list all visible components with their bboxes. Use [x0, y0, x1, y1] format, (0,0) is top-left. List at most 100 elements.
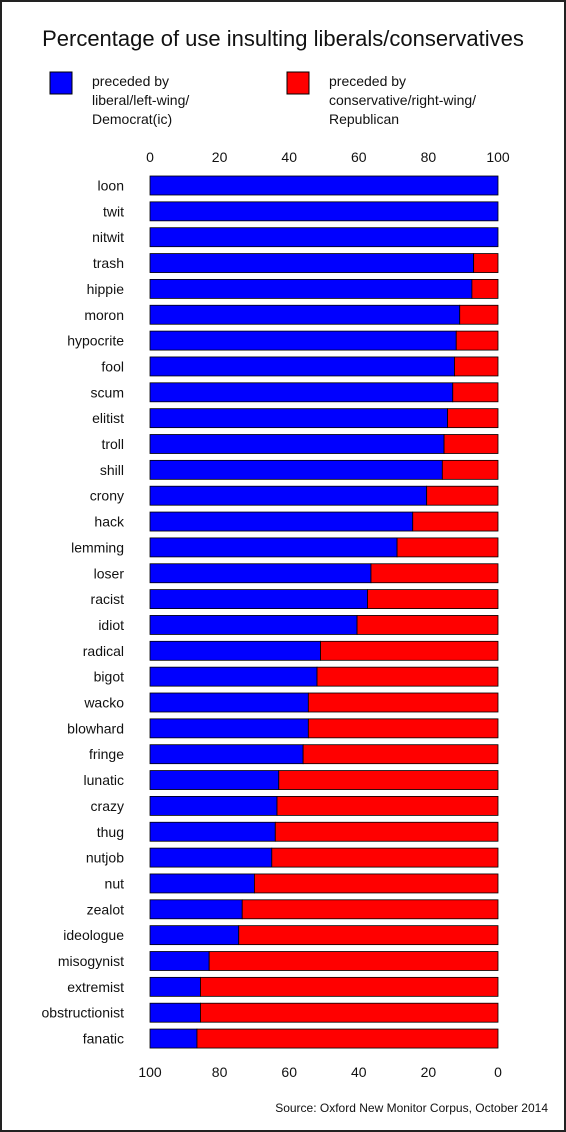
- legend-liberal-line-2: liberal/left-wing/: [92, 92, 189, 108]
- bar-liberal: [149, 227, 499, 248]
- bar-conservative: [316, 666, 499, 687]
- legend-conservative-line-3: Republican: [329, 111, 399, 127]
- bottom-tick-label: 40: [351, 1064, 367, 1080]
- bar-liberal: [149, 1028, 198, 1049]
- bar-liberal: [149, 821, 276, 842]
- category-label: loon: [98, 178, 124, 194]
- bar-conservative: [459, 304, 499, 325]
- category-label: obstructionist: [42, 1005, 125, 1021]
- bar-liberal: [149, 899, 243, 920]
- bottom-tick-label: 20: [421, 1064, 437, 1080]
- bar-liberal: [149, 356, 455, 377]
- bar-liberal: [149, 175, 499, 196]
- category-label: lemming: [71, 539, 124, 555]
- category-label: bigot: [94, 669, 124, 685]
- bar-conservative: [208, 951, 499, 971]
- bar-conservative: [441, 459, 499, 480]
- category-label: fringe: [89, 746, 124, 762]
- bar-conservative: [356, 615, 499, 635]
- bar-liberal: [149, 511, 414, 532]
- category-label: idiot: [98, 617, 124, 633]
- bar-conservative: [200, 1002, 499, 1023]
- bar-liberal: [149, 847, 273, 868]
- category-label: nitwit: [92, 229, 124, 245]
- top-tick-label: 80: [421, 149, 437, 165]
- bar-conservative: [455, 330, 499, 351]
- bar-conservative: [426, 485, 499, 506]
- category-labels: loon twit nitwit trash hippie moron hypocrite f…: [42, 178, 125, 1047]
- bar-conservative: [238, 925, 499, 946]
- legend-liberal-line-1: preceded by: [92, 73, 169, 89]
- bar-conservative: [307, 718, 499, 739]
- bar-conservative: [271, 847, 499, 868]
- bar-liberal: [149, 253, 475, 273]
- category-label: hypocrite: [67, 333, 124, 349]
- chart-title: Percentage of use insulting liberals/con…: [42, 26, 524, 51]
- bar-liberal: [149, 537, 398, 558]
- bar-conservative: [412, 511, 499, 532]
- category-label: elitist: [92, 410, 124, 426]
- bar-conservative: [200, 976, 499, 997]
- bar-liberal: [149, 434, 445, 454]
- bottom-tick-label: 60: [281, 1064, 297, 1080]
- bar-liberal: [149, 770, 280, 790]
- bar-liberal: [149, 201, 499, 222]
- top-axis: 0 20 40 60 80 100: [146, 149, 510, 165]
- bar-liberal: [149, 640, 321, 661]
- top-tick-label: 20: [212, 149, 228, 165]
- category-label: troll: [101, 436, 124, 452]
- category-label: zealot: [87, 901, 124, 917]
- category-label: hippie: [87, 281, 125, 297]
- bar-liberal: [149, 408, 448, 429]
- legend-swatch-conservative: [286, 71, 310, 95]
- bar-liberal: [149, 692, 309, 713]
- category-label: nutjob: [86, 850, 124, 866]
- bar-liberal: [149, 925, 240, 946]
- bar-liberal: [149, 278, 473, 299]
- bar-conservative: [253, 873, 499, 894]
- bar-conservative: [447, 408, 499, 429]
- legend-conservative-line-1: preceded by: [329, 73, 406, 89]
- bar-liberal: [149, 330, 457, 351]
- bar-liberal: [149, 744, 304, 765]
- bar-conservative: [367, 589, 499, 609]
- category-label: misogynist: [58, 953, 124, 969]
- bar-conservative: [278, 770, 499, 790]
- category-label: fool: [101, 358, 124, 374]
- bars: [149, 175, 499, 1049]
- bar-liberal: [149, 873, 255, 894]
- bar-liberal: [149, 1002, 201, 1023]
- category-label: lunatic: [84, 772, 124, 788]
- bottom-axis: 100 80 60 40 20 0: [138, 1064, 502, 1080]
- top-tick-label: 100: [486, 149, 510, 165]
- bottom-tick-label: 80: [212, 1064, 228, 1080]
- bar-liberal: [149, 589, 368, 609]
- category-label: twit: [103, 203, 124, 219]
- category-label: trash: [93, 255, 124, 271]
- bar-liberal: [149, 485, 428, 506]
- source-note: Source: Oxford New Monitor Corpus, Octob…: [275, 1101, 548, 1115]
- top-tick-label: 0: [146, 149, 154, 165]
- category-label: wacko: [83, 695, 124, 711]
- category-label: moron: [84, 307, 124, 323]
- bar-conservative: [396, 537, 499, 558]
- bar-liberal: [149, 304, 461, 325]
- category-label: extremist: [67, 979, 124, 995]
- legend: preceded by liberal/left-wing/ Democrat(…: [49, 71, 476, 127]
- bar-conservative: [443, 434, 499, 454]
- bar-liberal: [149, 459, 443, 480]
- legend-liberal-line-3: Democrat(ic): [92, 111, 172, 127]
- bar-liberal: [149, 796, 278, 816]
- category-label: crazy: [91, 798, 124, 814]
- bar-liberal: [149, 718, 309, 739]
- bar-conservative: [454, 356, 499, 377]
- category-label: radical: [83, 643, 124, 659]
- category-label: blowhard: [67, 720, 124, 736]
- bar-conservative: [196, 1028, 499, 1049]
- category-label: hack: [94, 514, 125, 530]
- bar-conservative: [276, 796, 499, 816]
- bar-conservative: [370, 563, 499, 584]
- category-label: shill: [100, 462, 124, 478]
- bar-conservative: [452, 382, 499, 403]
